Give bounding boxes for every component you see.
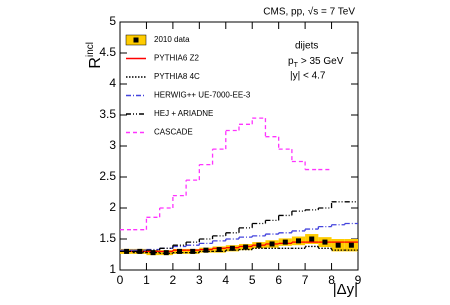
x-axis-label: |Δy| <box>333 281 358 298</box>
legend-label: PYTHIA6 Z2 <box>154 54 199 63</box>
data-marker <box>177 248 182 254</box>
legend-label: CASCADE <box>154 128 193 137</box>
x-tick-label: 7 <box>302 273 309 287</box>
data-marker <box>348 242 354 248</box>
y-axis-label: Rincl <box>85 42 105 69</box>
data-marker <box>216 247 222 253</box>
x-tick-label: 4 <box>222 273 229 287</box>
pt-subscript: T <box>294 62 299 69</box>
data-marker <box>269 241 275 247</box>
legend-label: 2010 data <box>154 35 190 44</box>
chart-title: CMS, pp, √s = 7 TeV <box>263 6 355 18</box>
y-tick-label: 3.5 <box>99 107 116 121</box>
data-marker <box>322 239 328 245</box>
data-marker <box>137 248 143 254</box>
legend-label: HEJ + ARIADNE <box>154 109 213 118</box>
x-tick-label: 1 <box>143 273 150 287</box>
y-axis-label-main: R <box>87 57 104 69</box>
data-marker <box>256 242 262 248</box>
x-tick-label: 8 <box>328 273 335 287</box>
y-tick-label: 4.5 <box>99 45 116 59</box>
annotation: dijets <box>295 41 318 52</box>
pt-symbol: p <box>288 56 294 67</box>
x-tick-label: 2 <box>170 273 177 287</box>
y-tick-label: 1.5 <box>99 231 116 245</box>
x-tick-label: 5 <box>249 273 256 287</box>
pt-text: > 35 GeV <box>301 56 344 67</box>
y-tick-label: 4 <box>109 76 116 90</box>
data-marker <box>190 248 196 254</box>
data-marker <box>282 239 288 245</box>
data-marker <box>243 244 249 250</box>
x-tick-label: 3 <box>196 273 203 287</box>
y-tick-label: 3 <box>109 138 116 152</box>
data-marker <box>203 247 209 253</box>
annotation: |y| < 4.7 <box>290 71 326 82</box>
y-axis-label-sup: incl <box>85 42 96 57</box>
data-marker <box>296 238 301 244</box>
data-marker <box>309 236 315 242</box>
y-tick-label: 5 <box>109 14 116 28</box>
data-marker <box>335 242 341 248</box>
legend-label: PYTHIA8 4C <box>154 72 200 81</box>
x-tick-label: 0 <box>117 273 124 287</box>
legend-swatch <box>133 37 139 43</box>
x-tick-label: 9 <box>355 273 362 287</box>
annotation: pT > 35 GeV <box>288 56 344 69</box>
legend-label: HERWIG++ UE-7000-EE-3 <box>154 91 251 100</box>
y-tick-label: 1 <box>109 262 116 276</box>
data-marker <box>163 250 169 256</box>
data-marker <box>150 250 156 256</box>
x-tick-label: 6 <box>275 273 282 287</box>
data-marker <box>124 248 130 254</box>
data-marker <box>229 245 235 251</box>
y-tick-label: 2 <box>109 200 116 214</box>
y-tick-label: 2.5 <box>99 169 116 183</box>
